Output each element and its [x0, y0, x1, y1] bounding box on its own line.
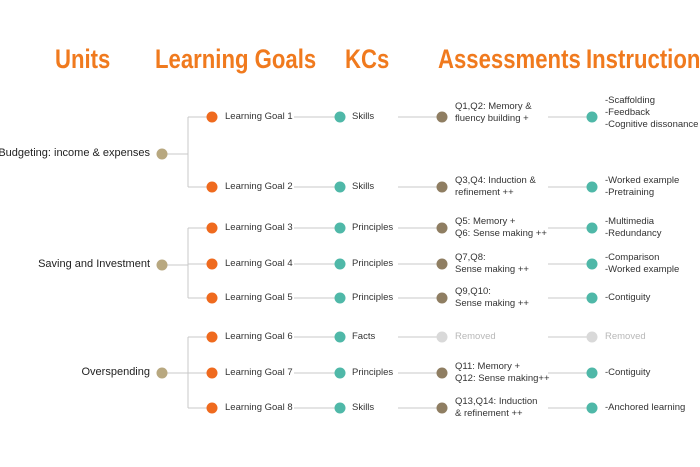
- kc-label: Principles: [352, 258, 394, 269]
- instruction-node: [586, 292, 598, 304]
- unit-node: [156, 148, 168, 160]
- instruction-node: [586, 402, 598, 414]
- learning-goal-label: Learning Goal 2: [225, 181, 293, 192]
- header-instruction: Instruction: [586, 44, 700, 74]
- kc-node: [334, 181, 346, 193]
- assessment-label: Q1,Q2: Memory & fluency building +: [455, 101, 532, 124]
- instruction-label: -Worked example -Pretraining: [605, 175, 680, 198]
- kc-label: Skills: [352, 181, 375, 192]
- assessment-node: [436, 181, 448, 193]
- kc-label: Facts: [352, 331, 376, 342]
- learning-goal-label: Learning Goal 3: [225, 222, 293, 233]
- goal-node: [206, 402, 218, 414]
- kc-node: [334, 331, 346, 343]
- learning-goal-label: Learning Goal 1: [225, 111, 293, 122]
- learning-goal-label: Learning Goal 5: [225, 292, 293, 303]
- instruction-node: [586, 181, 598, 193]
- assessment-node: [436, 258, 448, 270]
- kc-label: Principles: [352, 222, 394, 233]
- kc-label: Skills: [352, 402, 375, 413]
- assessment-label: Q3,Q4: Induction & refinement ++: [455, 175, 536, 198]
- instruction-label: -Contiguity: [605, 367, 651, 378]
- instruction-label: -Contiguity: [605, 292, 651, 303]
- assessment-label: Q7,Q8: Sense making ++: [455, 252, 529, 275]
- kc-node: [334, 222, 346, 234]
- goal-node: [206, 292, 218, 304]
- goal-node: [206, 181, 218, 193]
- kc-label: Principles: [352, 292, 394, 303]
- learning-goal-label: Learning Goal 8: [225, 402, 293, 413]
- kc-label: Skills: [352, 111, 375, 122]
- unit-label: Overspending: [81, 366, 151, 378]
- instruction-node: [586, 331, 598, 343]
- learning-goal-label: Learning Goal 4: [225, 258, 293, 269]
- instruction-label: Removed: [605, 331, 646, 342]
- assessment-node: [436, 111, 448, 123]
- unit-label: Budgeting: income & expenses: [0, 147, 150, 159]
- instruction-label: -Scaffolding -Feedback -Cognitive disson…: [605, 95, 699, 130]
- goal-node: [206, 222, 218, 234]
- goal-node: [206, 111, 218, 123]
- assessment-label: Q13,Q14: Induction & refinement ++: [455, 396, 538, 419]
- kc-node: [334, 258, 346, 270]
- kc-node: [334, 402, 346, 414]
- assessment-node: [436, 367, 448, 379]
- kc-node: [334, 367, 346, 379]
- learning-goal-label: Learning Goal 6: [225, 331, 293, 342]
- assessment-node: [436, 331, 448, 343]
- kc-node: [334, 111, 346, 123]
- assessment-label: Q9,Q10: Sense making ++: [455, 286, 529, 309]
- unit-node: [156, 367, 168, 379]
- goal-node: [206, 258, 218, 270]
- instruction-node: [586, 258, 598, 270]
- assessment-label: Removed: [455, 331, 496, 342]
- unit-label: Saving and Investment: [38, 258, 150, 270]
- unit-node: [156, 259, 168, 271]
- instruction-node: [586, 367, 598, 379]
- instruction-label: -Comparison -Worked example: [605, 252, 680, 275]
- goal-node: [206, 367, 218, 379]
- instruction-label: -Anchored learning: [605, 402, 686, 413]
- instruction-node: [586, 111, 598, 123]
- kc-label: Principles: [352, 367, 394, 378]
- header-units: Units: [55, 44, 111, 74]
- assessment-node: [436, 402, 448, 414]
- assessment-node: [436, 222, 448, 234]
- assessment-label: Q11: Memory + Q12: Sense making++: [455, 361, 550, 384]
- assessment-node: [436, 292, 448, 304]
- header-learning-goals: Learning Goals: [155, 44, 317, 74]
- header-kcs: KCs: [345, 44, 390, 74]
- goal-node: [206, 331, 218, 343]
- assessment-label: Q5: Memory + Q6: Sense making ++: [455, 216, 547, 239]
- instruction-label: -Multimedia -Redundancy: [605, 216, 662, 239]
- kc-node: [334, 292, 346, 304]
- instruction-node: [586, 222, 598, 234]
- learning-goal-label: Learning Goal 7: [225, 367, 293, 378]
- header-assessments: Assessments: [438, 44, 581, 74]
